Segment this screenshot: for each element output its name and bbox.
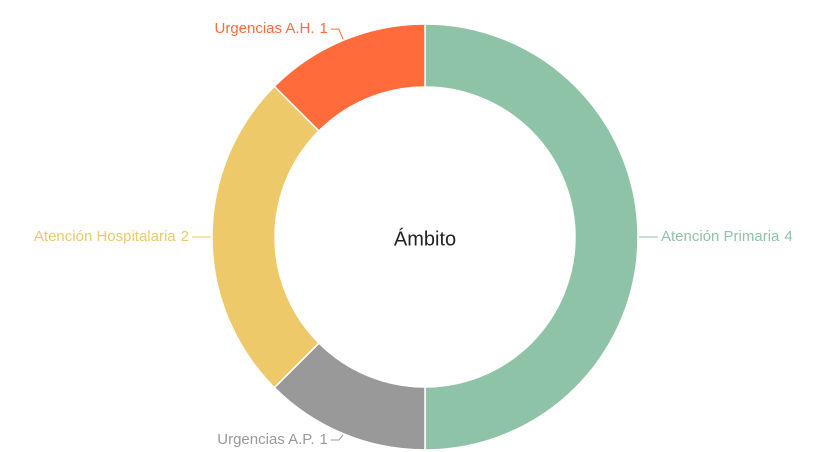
donut-segment: [273, 23, 426, 132]
segment-label: Atención Primaria 4: [661, 228, 793, 245]
label-name: Atención Hospitalaria: [34, 228, 176, 245]
label-value: 1: [320, 431, 328, 448]
leader-line: [330, 434, 344, 441]
label-value: 4: [784, 228, 792, 245]
label-value: 1: [320, 20, 328, 37]
label-name: Atención Primaria: [661, 228, 780, 245]
segment-label: Urgencias A.H. 1: [215, 20, 328, 37]
segment-label: Atención Hospitalaria 2: [34, 228, 189, 245]
donut-segment: [211, 85, 320, 389]
chart-title: Ámbito: [394, 227, 456, 250]
segment-label: Urgencias A.P. 1: [217, 431, 328, 448]
leader-line: [330, 28, 344, 40]
label-value: 2: [181, 228, 189, 245]
label-name: Urgencias A.H.: [215, 20, 315, 37]
label-name: Urgencias A.P.: [217, 431, 314, 448]
donut-segment: [424, 23, 639, 451]
